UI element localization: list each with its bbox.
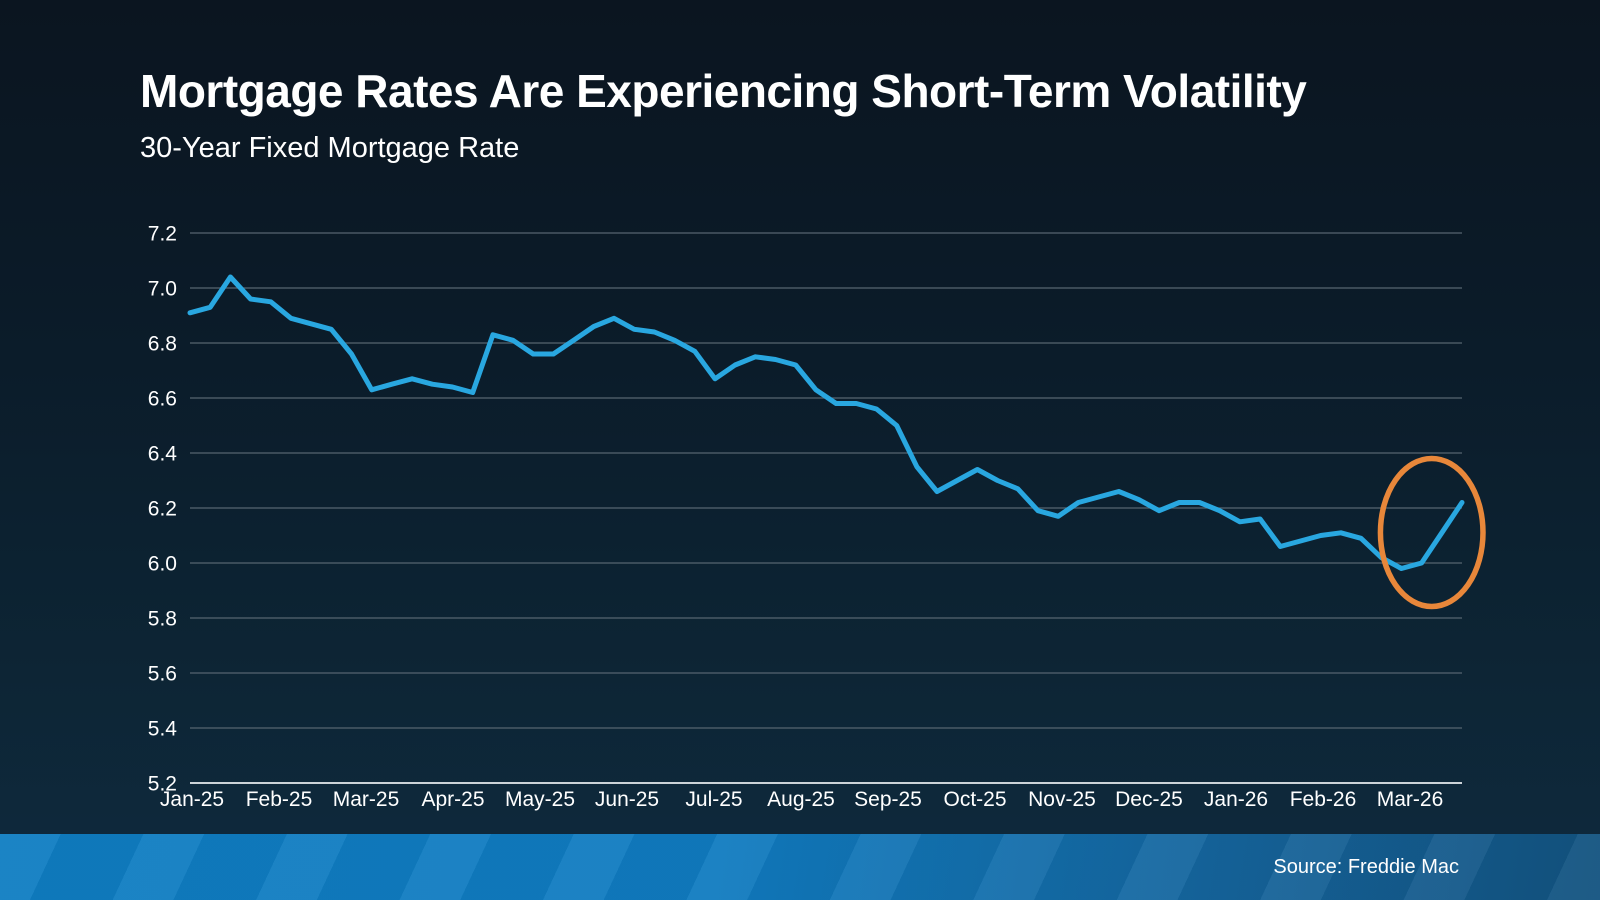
x-tick-label: Dec-25 bbox=[1115, 788, 1183, 811]
y-tick-label: 5.6 bbox=[148, 663, 177, 686]
highlight-ellipse bbox=[1377, 455, 1486, 610]
rate-line bbox=[187, 274, 1465, 571]
y-tick-label: 5.2 bbox=[148, 773, 177, 796]
y-tick-label: 6.4 bbox=[148, 443, 178, 466]
x-tick-label: Aug-25 bbox=[767, 788, 835, 811]
x-tick-label: Jan-25 bbox=[160, 788, 224, 811]
x-tick-label: Sep-25 bbox=[854, 788, 922, 811]
chart-subtitle: 30-Year Fixed Mortgage Rate bbox=[140, 132, 520, 164]
y-tick-label: 5.8 bbox=[148, 608, 177, 631]
x-tick-label: Jul-25 bbox=[685, 788, 742, 811]
x-tick-label: Jun-25 bbox=[595, 788, 659, 811]
chart-title: Mortgage Rates Are Experiencing Short-Te… bbox=[140, 65, 1307, 117]
x-tick-label: Nov-25 bbox=[1028, 788, 1096, 811]
y-tick-label: 5.4 bbox=[148, 718, 178, 741]
source-label: Source: Freddie Mac bbox=[1273, 855, 1459, 878]
y-tick-label: 7.2 bbox=[148, 223, 177, 246]
x-tick-label: Oct-25 bbox=[943, 788, 1006, 811]
x-tick-label: Mar-26 bbox=[1377, 788, 1444, 811]
y-tick-label: 7.0 bbox=[148, 278, 177, 301]
x-tick-label: May-25 bbox=[505, 788, 575, 811]
y-tick-label: 6.8 bbox=[148, 333, 177, 356]
x-tick-label: Feb-25 bbox=[246, 788, 313, 811]
y-tick-label: 6.6 bbox=[148, 388, 177, 411]
x-tick-label: Mar-25 bbox=[333, 788, 400, 811]
x-tick-label: Jan-26 bbox=[1204, 788, 1268, 811]
footer-bar: Source: Freddie Mac bbox=[0, 834, 1600, 900]
y-tick-label: 6.0 bbox=[148, 553, 177, 576]
x-tick-label: Feb-26 bbox=[1290, 788, 1357, 811]
x-tick-label: Apr-25 bbox=[421, 788, 484, 811]
y-tick-label: 6.2 bbox=[148, 498, 177, 521]
